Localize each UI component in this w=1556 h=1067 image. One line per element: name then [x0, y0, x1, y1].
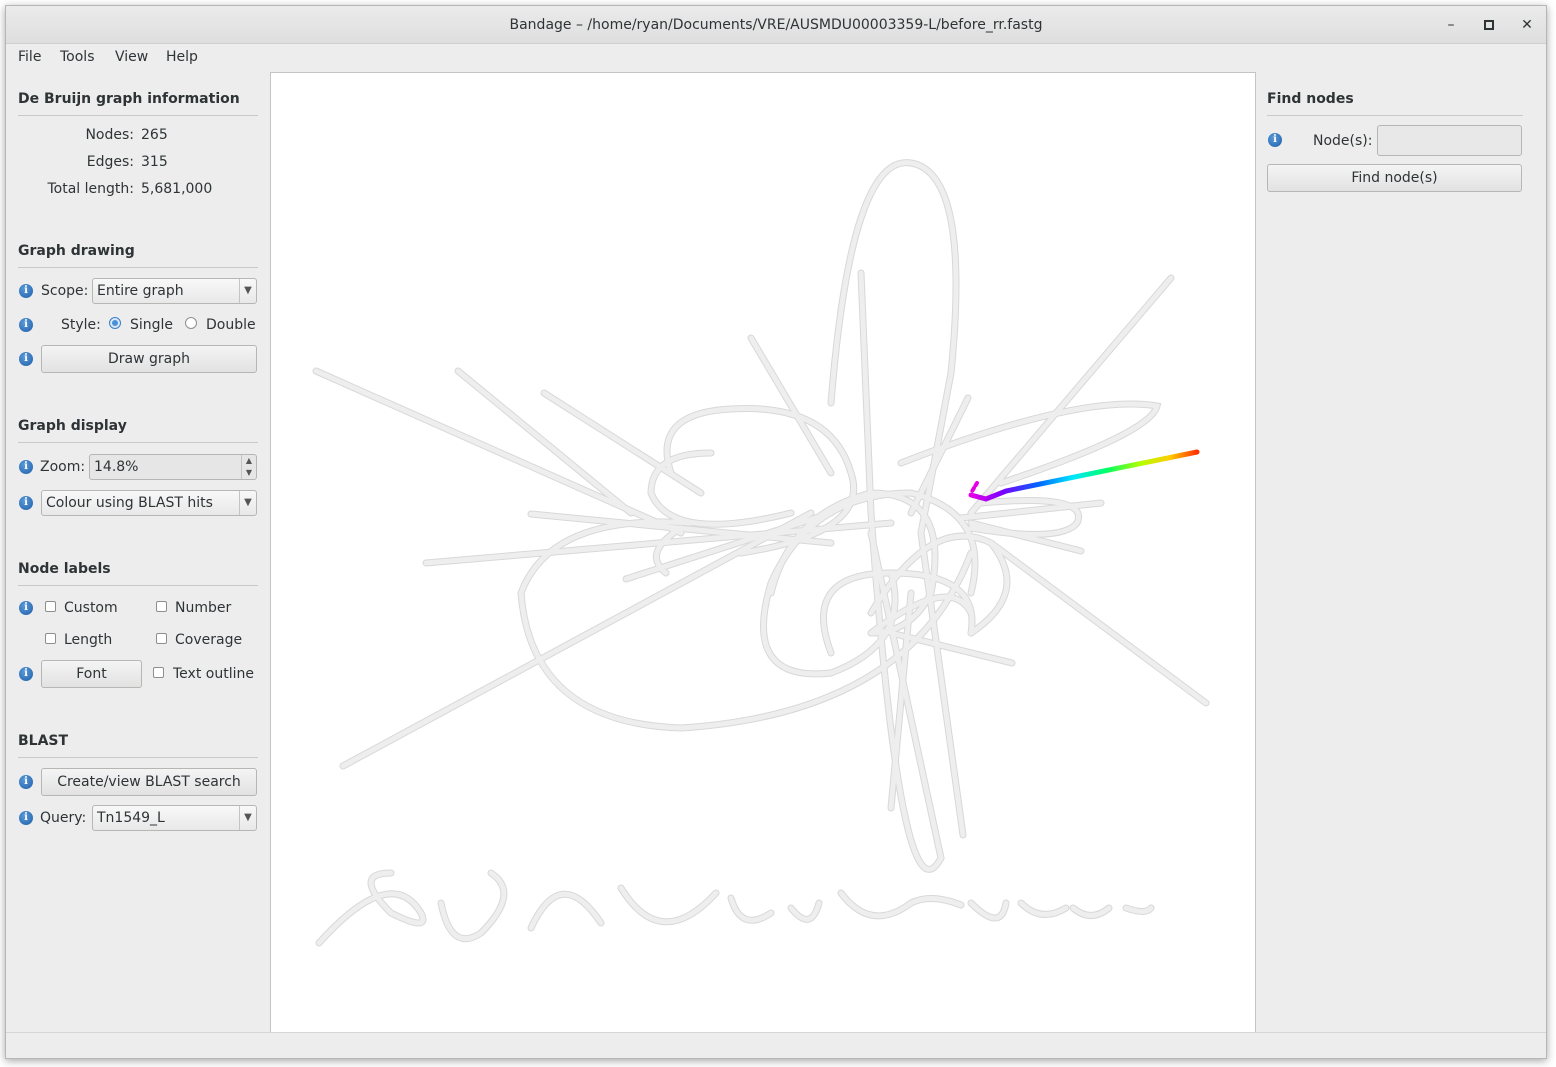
- number-label: Number: [175, 600, 232, 616]
- info-icon[interactable]: i: [19, 667, 33, 681]
- query-select[interactable]: Tn1549_L ▼: [92, 805, 257, 831]
- window-title: Bandage – /home/ryan/Documents/VRE/AUSMD…: [509, 17, 1043, 33]
- font-button[interactable]: Font: [41, 660, 142, 688]
- node-fills: [313, 160, 1209, 946]
- status-bar: [6, 1032, 1546, 1058]
- style-single-radio[interactable]: [109, 317, 121, 329]
- style-double-label: Double: [206, 317, 256, 333]
- chevron-down-icon: ▼: [239, 491, 256, 515]
- chevron-down-icon: ▼: [239, 279, 256, 303]
- info-icon[interactable]: i: [19, 601, 33, 615]
- section-divider: [18, 267, 258, 268]
- maximize-icon[interactable]: [1478, 14, 1500, 36]
- blast-hit-fragment: [969, 481, 979, 495]
- graph-info-title: De Bruijn graph information: [18, 91, 240, 107]
- menu-view[interactable]: View: [115, 49, 149, 65]
- number-checkbox[interactable]: [156, 601, 167, 612]
- length-checkbox[interactable]: [45, 633, 56, 644]
- edges-label: Edges:: [86, 154, 134, 170]
- zoom-label: Zoom:: [40, 459, 86, 475]
- graph-drawing-title: Graph drawing: [18, 243, 135, 259]
- style-label: Style:: [61, 317, 101, 333]
- zoom-value: 14.8%: [94, 459, 139, 475]
- minimize-icon[interactable]: –: [1447, 17, 1455, 33]
- info-icon[interactable]: i: [19, 318, 33, 332]
- length-label: Length: [64, 632, 113, 648]
- coverage-label: Coverage: [175, 632, 243, 648]
- total-length-label: Total length:: [47, 181, 135, 197]
- find-nodes-button[interactable]: Find node(s): [1267, 164, 1522, 192]
- total-length-value: 5,681,000: [141, 181, 213, 197]
- graph-nodes: [312, 159, 1210, 947]
- close-icon[interactable]: ✕: [1521, 17, 1533, 33]
- menu-bar: File Tools View Help: [6, 45, 1546, 72]
- info-icon[interactable]: i: [19, 775, 33, 789]
- node-labels-title: Node labels: [18, 561, 111, 577]
- find-nodes-title: Find nodes: [1267, 91, 1354, 107]
- graph-canvas[interactable]: [271, 72, 1255, 1032]
- colour-scheme-value: Colour using BLAST hits: [46, 495, 213, 511]
- info-icon[interactable]: i: [19, 352, 33, 366]
- custom-checkbox[interactable]: [45, 601, 56, 612]
- node-outlines: [312, 159, 1210, 947]
- section-divider: [18, 585, 258, 586]
- coverage-checkbox[interactable]: [156, 633, 167, 644]
- text-outline-label: Text outline: [173, 666, 254, 682]
- custom-label: Custom: [64, 600, 118, 616]
- section-divider: [18, 442, 258, 443]
- blast-search-button[interactable]: Create/view BLAST search: [41, 768, 257, 796]
- scope-label: Scope:: [41, 283, 89, 299]
- query-label: Query:: [40, 810, 87, 826]
- controls-panel: De Bruijn graph information Nodes: 265 E…: [6, 72, 271, 1032]
- spin-down-icon[interactable]: ▼: [241, 467, 256, 479]
- nodes-value: 265: [141, 127, 168, 143]
- bandage-window: Bandage – /home/ryan/Documents/VRE/AUSMD…: [5, 5, 1547, 1059]
- nodes-label: Nodes:: [85, 127, 134, 143]
- query-select-value: Tn1549_L: [97, 810, 165, 826]
- edges-value: 315: [141, 154, 168, 170]
- info-icon[interactable]: i: [19, 496, 33, 510]
- scope-select-value: Entire graph: [97, 283, 184, 299]
- scope-select[interactable]: Entire graph ▼: [92, 278, 257, 304]
- chevron-down-icon: ▼: [239, 806, 256, 830]
- spin-up-icon[interactable]: ▲: [241, 455, 256, 467]
- graph-display-title: Graph display: [18, 418, 127, 434]
- node-search-label: Node(s):: [1313, 133, 1373, 149]
- section-divider: [18, 115, 258, 116]
- blast-title: BLAST: [18, 733, 69, 749]
- title-bar[interactable]: Bandage – /home/ryan/Documents/VRE/AUSMD…: [6, 6, 1546, 44]
- menu-help[interactable]: Help: [166, 49, 198, 65]
- find-nodes-panel: Find nodes i Node(s): Find node(s): [1255, 72, 1546, 1032]
- graph-drawing[interactable]: [271, 73, 1255, 1033]
- colour-scheme-select[interactable]: Colour using BLAST hits ▼: [41, 490, 257, 516]
- style-single-label: Single: [130, 317, 174, 333]
- text-outline-checkbox[interactable]: [153, 667, 164, 678]
- blast-hit-node[interactable]: [968, 449, 1200, 502]
- node-search-input[interactable]: [1377, 125, 1522, 156]
- section-divider: [1267, 115, 1523, 116]
- section-divider: [18, 757, 258, 758]
- menu-tools[interactable]: Tools: [60, 49, 95, 65]
- info-icon[interactable]: i: [19, 460, 33, 474]
- menu-file[interactable]: File: [18, 49, 42, 65]
- style-double-radio[interactable]: [185, 317, 197, 329]
- zoom-spinbox[interactable]: 14.8% ▲ ▼: [89, 454, 257, 480]
- draw-graph-button[interactable]: Draw graph: [41, 345, 257, 373]
- info-icon[interactable]: i: [19, 811, 33, 825]
- info-icon[interactable]: i: [19, 284, 33, 298]
- info-icon[interactable]: i: [1268, 133, 1282, 147]
